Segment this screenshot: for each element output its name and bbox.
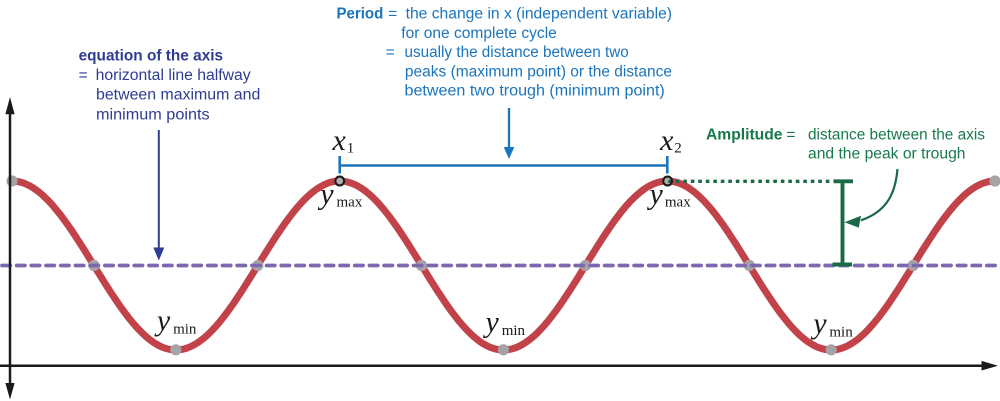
svg-text:and the peak or trough: and the peak or trough [808,146,966,163]
svg-text:2: 2 [674,141,682,157]
svg-text:between maximum and: between maximum and [96,86,260,103]
svg-text:horizontal line halfway: horizontal line halfway [96,67,251,84]
svg-text:x: x [332,124,347,157]
svg-text:x: x [659,124,674,157]
svg-text:min: min [502,323,526,339]
svg-text:the change in x (independent v: the change in x (independent variable) [406,6,672,23]
svg-text:y: y [810,307,827,340]
svg-text:Period: Period [337,6,384,23]
svg-text:minimum points: minimum points [96,107,210,124]
svg-text:y: y [317,178,334,211]
svg-text:=: = [388,6,397,23]
svg-text:between two trough (minimum po: between two trough (minimum point) [405,83,665,100]
svg-text:1: 1 [347,141,355,157]
svg-text:usually the distance between t: usually the distance between two [405,44,629,61]
svg-text:max: max [665,195,691,211]
svg-text:min: min [829,325,853,341]
svg-text:max: max [337,195,363,211]
svg-text:y: y [647,178,664,211]
svg-text:min: min [173,322,197,338]
svg-text:=: = [386,44,395,61]
svg-text:y: y [154,304,171,337]
svg-text:y: y [483,306,500,339]
svg-text:=: = [79,67,88,84]
svg-text:Amplitude: Amplitude [706,127,783,144]
svg-text:peaks (maximum point) or the d: peaks (maximum point) or the distance [405,63,672,80]
svg-text:equation of the axis: equation of the axis [79,47,224,64]
svg-text:distance between the axis: distance between the axis [808,127,985,144]
svg-text:=: = [786,127,795,144]
svg-text:for one complete cycle: for one complete cycle [401,25,557,42]
